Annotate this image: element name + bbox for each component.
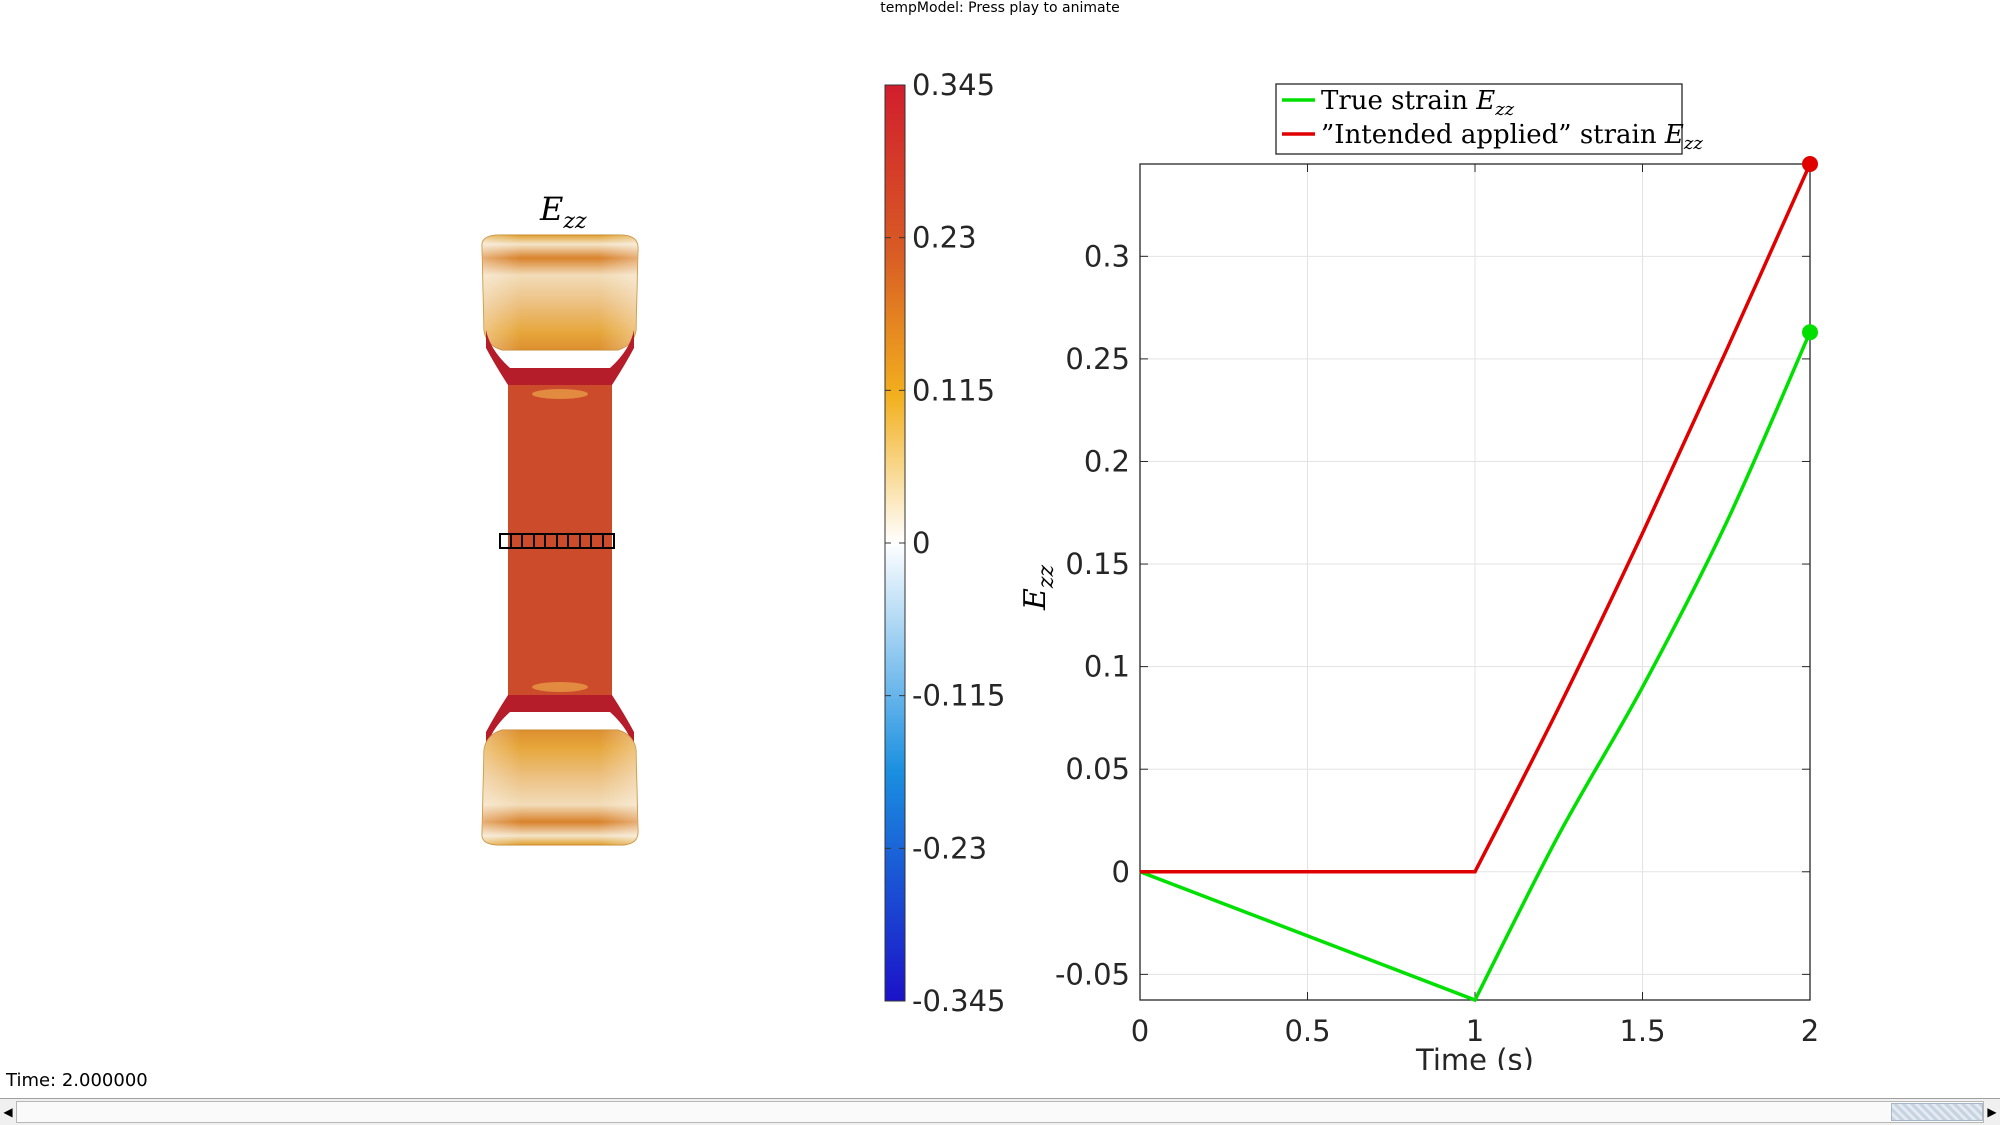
colorbar: 0.345 0.23 0.115 0 -0.115 -0.23 -0.345 — [884, 70, 1006, 1018]
y-tick-label: 0.25 — [1065, 342, 1130, 376]
colorbar-tick-label: 0.23 — [912, 221, 977, 255]
colorbar-tick-label: 0.345 — [912, 70, 995, 102]
gauge-markers — [499, 533, 615, 549]
y-tick-label: 0.3 — [1084, 239, 1130, 273]
legend-true-strain-label: True strain Ezz — [1321, 86, 1515, 120]
x-tick-label: 2 — [1801, 1014, 1819, 1048]
window-title: tempModel: Press play to animate — [880, 0, 1120, 16]
x-tick-label: 0 — [1131, 1014, 1149, 1048]
x-tick-label: 1.5 — [1619, 1014, 1665, 1048]
y-axis-label: Ezz — [1018, 565, 1059, 611]
x-tick-label: 1 — [1466, 1014, 1484, 1048]
plot-grid — [1139, 164, 1811, 1000]
y-tick-label: 0.2 — [1084, 444, 1130, 478]
colorbar-tick-label: 0.115 — [912, 373, 995, 407]
scroll-right-arrow-icon[interactable]: ▶ — [1987, 1105, 1997, 1119]
x-tick-label: 0.5 — [1284, 1014, 1330, 1048]
scroll-track[interactable] — [16, 1101, 1984, 1123]
time-scrollbar[interactable]: ◀ ▶ — [0, 1098, 2000, 1125]
plot-legend: True strain Ezz ”Intended applied” strai… — [1275, 83, 1703, 155]
scroll-thumb[interactable] — [1891, 1103, 1983, 1121]
specimen-title: Ezz — [539, 190, 587, 234]
x-axis-label: Time (s) — [1415, 1043, 1534, 1070]
y-tick-label: -0.05 — [1055, 957, 1130, 991]
scroll-left-arrow-icon[interactable]: ◀ — [3, 1105, 13, 1119]
y-tick-label: 0 — [1112, 855, 1130, 889]
specimen-top-fillet — [486, 330, 634, 385]
colorbar-tick-label: -0.23 — [912, 831, 987, 865]
specimen-visualization[interactable]: Ezz — [420, 180, 700, 860]
series-endpoint-marker-0 — [1802, 324, 1818, 341]
series-line-0 — [1139, 331, 1812, 1003]
specimen-neck — [508, 385, 612, 695]
colorbar-tick-label: 0 — [912, 526, 930, 560]
y-tick-label: 0.15 — [1065, 547, 1130, 581]
time-readout: Time: 2.000000 — [6, 1070, 148, 1091]
series-endpoint-marker-1 — [1802, 156, 1818, 172]
specimen-bottom-fillet — [486, 695, 634, 750]
y-tick-label: 0.05 — [1065, 752, 1130, 786]
colorbar-tick-label: -0.115 — [912, 679, 1006, 713]
y-tick-label: 0.1 — [1084, 650, 1130, 684]
series-line-1 — [1140, 163, 1812, 874]
legend-applied-strain-label: ”Intended applied” strain Ezz — [1321, 120, 1703, 154]
colorbar-tick-label: -0.345 — [912, 984, 1006, 1018]
